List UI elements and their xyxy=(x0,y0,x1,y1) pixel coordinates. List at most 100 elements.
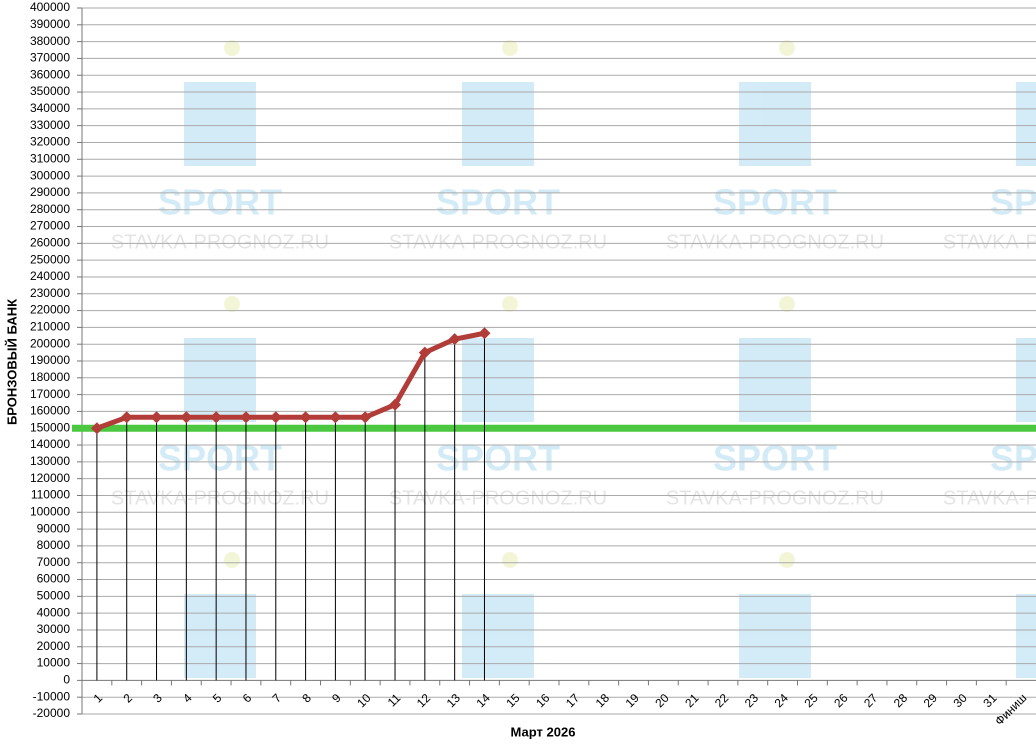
x-tick-label: 18 xyxy=(593,691,613,711)
data-point xyxy=(359,411,372,424)
x-tick-label: 12 xyxy=(414,691,434,711)
y-tick-label: 340000 xyxy=(30,101,70,115)
x-tick-label: 5 xyxy=(210,691,225,706)
x-tick-label: 8 xyxy=(299,691,314,706)
watermark-ball xyxy=(779,552,795,568)
data-point xyxy=(418,346,431,359)
y-tick-label: 50000 xyxy=(37,589,71,603)
watermark-logo xyxy=(184,338,256,422)
watermark-logo xyxy=(184,594,256,678)
y-tick-label: 60000 xyxy=(37,572,71,586)
watermark-text: SPORT xyxy=(713,438,837,479)
x-tick-label: 7 xyxy=(270,691,285,706)
x-tick-label: 9 xyxy=(329,691,344,706)
y-tick-label: 290000 xyxy=(30,185,70,199)
watermark-ball xyxy=(779,40,795,56)
y-tick-label: 30000 xyxy=(37,622,71,636)
y-tick-label: 20000 xyxy=(37,639,71,653)
y-tick-label: 260000 xyxy=(30,236,70,250)
y-tick-label: 220000 xyxy=(30,303,70,317)
x-axis-label: Март 2026 xyxy=(511,724,576,739)
watermark-text: STAVKA-PROGNOZ.RU xyxy=(666,487,884,509)
watermark-text: SPORT xyxy=(990,182,1036,223)
y-tick-label: 80000 xyxy=(37,538,71,552)
y-tick-label: -20000 xyxy=(33,706,71,720)
data-point xyxy=(478,327,491,340)
y-tick-label: 350000 xyxy=(30,84,70,98)
x-tick-label: 31 xyxy=(980,691,1000,711)
watermark-text: SPORT xyxy=(436,182,560,223)
watermark-text: STAVKA-PROGNOZ.RU xyxy=(111,231,329,253)
y-tick-label: 120000 xyxy=(30,471,70,485)
y-tick-label: 390000 xyxy=(30,17,70,31)
watermark-logo xyxy=(184,82,256,166)
watermark-logo xyxy=(1016,82,1036,166)
watermark-text: SPORT xyxy=(158,438,282,479)
watermark-ball xyxy=(502,552,518,568)
y-tick-label: 310000 xyxy=(30,151,70,165)
x-tick-label: 1 xyxy=(91,691,106,706)
watermark-text: SPORT xyxy=(436,438,560,479)
y-tick-label: 330000 xyxy=(30,118,70,132)
watermark-logo xyxy=(739,82,811,166)
y-tick-label: 0 xyxy=(63,673,70,687)
x-tick-label: 24 xyxy=(772,691,792,711)
x-tick-label: 23 xyxy=(742,691,762,711)
x-tick-label: 2 xyxy=(120,691,135,706)
watermark-logo xyxy=(1016,338,1036,422)
y-tick-label: 380000 xyxy=(30,34,70,48)
x-tick-label: 27 xyxy=(861,691,881,711)
watermark-text: SPORT xyxy=(713,182,837,223)
x-tick-label: 19 xyxy=(623,691,643,711)
x-tick-label: 13 xyxy=(444,691,464,711)
y-tick-label: 90000 xyxy=(37,521,71,535)
data-point xyxy=(90,422,103,435)
watermark-logo xyxy=(1016,594,1036,678)
watermark-text: STAVKA-PROGNOZ.RU xyxy=(666,231,884,253)
data-point xyxy=(329,411,342,424)
watermark-ball xyxy=(502,40,518,56)
data-point xyxy=(389,398,402,411)
watermark-ball xyxy=(779,296,795,312)
watermark-logo xyxy=(462,338,534,422)
watermark-text: STAVKA-PROGNOZ.RU xyxy=(111,487,329,509)
x-tick-label: 29 xyxy=(921,691,941,711)
y-tick-label: 200000 xyxy=(30,336,70,350)
data-point xyxy=(120,411,133,424)
x-tick-label: 28 xyxy=(891,691,911,711)
watermark-logo xyxy=(462,82,534,166)
x-tick-label: 10 xyxy=(354,691,374,711)
watermark-text: SPORT xyxy=(158,182,282,223)
x-tick-label: 15 xyxy=(503,691,523,711)
x-tick-label: 6 xyxy=(240,691,255,706)
x-tick-label: 30 xyxy=(950,691,970,711)
y-tick-label: 400000 xyxy=(30,0,70,14)
x-tick-label: 11 xyxy=(385,691,404,710)
y-tick-label: 10000 xyxy=(37,656,71,670)
watermark-logo xyxy=(739,594,811,678)
watermark-logo xyxy=(462,594,534,678)
y-tick-label: 370000 xyxy=(30,51,70,65)
x-tick-label: 14 xyxy=(473,691,493,711)
y-tick-label: 70000 xyxy=(37,555,71,569)
y-tick-label: 170000 xyxy=(30,387,70,401)
watermark-ball xyxy=(224,296,240,312)
watermark-text: STAVKA-PROGNOZ.RU xyxy=(943,231,1036,253)
x-tick-label: 21 xyxy=(682,691,702,711)
x-tick-label: 20 xyxy=(652,691,672,711)
y-tick-label: 110000 xyxy=(31,488,70,502)
watermark-ball xyxy=(224,40,240,56)
y-tick-label: 300000 xyxy=(30,168,70,182)
y-tick-label: 130000 xyxy=(30,454,70,468)
watermark-text: SPORT xyxy=(990,438,1036,479)
y-tick-label: 100000 xyxy=(30,504,70,518)
y-tick-label: 40000 xyxy=(37,605,71,619)
x-tick-label: 17 xyxy=(563,691,583,711)
y-tick-label: 230000 xyxy=(30,286,70,300)
data-point xyxy=(210,411,223,424)
y-tick-label: 150000 xyxy=(30,420,70,434)
data-point xyxy=(150,411,163,424)
y-tick-label: 270000 xyxy=(30,219,70,233)
y-tick-label: 180000 xyxy=(30,370,70,384)
